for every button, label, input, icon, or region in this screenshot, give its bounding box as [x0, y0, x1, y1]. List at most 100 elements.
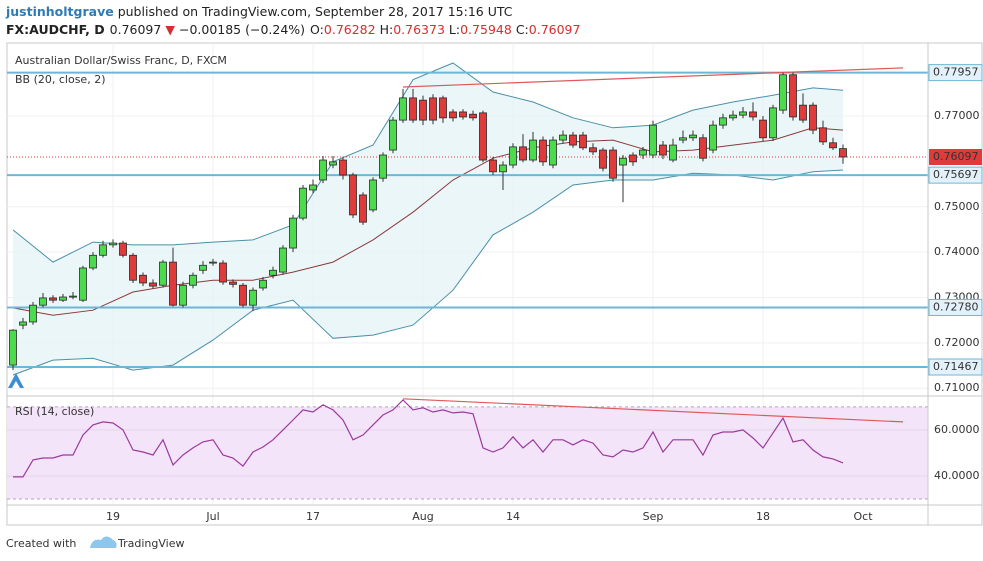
candle-body: [609, 149, 617, 179]
candle-body: [509, 146, 517, 166]
candle-body: [379, 154, 387, 179]
candle-body: [239, 284, 247, 306]
x-tick-label: Jul: [205, 510, 219, 523]
candle-body: [329, 161, 337, 166]
candle-body: [19, 321, 27, 326]
candle-body: [689, 134, 697, 139]
candle-body: [319, 159, 327, 181]
candle-body: [659, 144, 667, 156]
candle-body: [839, 148, 847, 158]
x-tick-label: 17: [306, 510, 320, 523]
y-tick-label: 0.71000: [934, 381, 980, 394]
candle-body: [89, 254, 97, 269]
author[interactable]: justinholtgrave: [5, 4, 114, 19]
candle-body: [459, 111, 467, 118]
candle-body: [69, 295, 77, 298]
candle-body: [679, 137, 687, 141]
candle-body: [569, 134, 577, 146]
candle-body: [189, 274, 197, 286]
candle-body: [549, 139, 557, 166]
y-tick-label: 0.72000: [934, 336, 980, 349]
candle-body: [489, 159, 497, 173]
trendline: [402, 67, 904, 88]
candle-body: [59, 296, 67, 301]
x-tick-label: Sep: [643, 510, 664, 523]
bb-legend: BB (20, close, 2): [15, 73, 106, 86]
candle-body: [139, 274, 147, 284]
candle-body: [29, 304, 37, 323]
h-key: H:: [380, 22, 394, 37]
candle-body: [399, 97, 407, 121]
y-tick-label: 60.0000: [934, 423, 980, 436]
level-label: 0.71467: [933, 360, 979, 373]
y-tick-label: 0.75000: [934, 200, 980, 213]
symbol: FX:AUDCHF, D: [6, 22, 105, 37]
candle-body: [439, 97, 447, 119]
quote-line: FX:AUDCHF, D 0.76097 ▼ −0.00185 (−0.24%) O:0…: [6, 22, 580, 37]
candle-body: [599, 149, 607, 169]
last: 0.76097: [110, 22, 162, 37]
candle-body: [559, 134, 567, 141]
bb-fill: [13, 63, 843, 375]
candle-body: [779, 74, 787, 111]
candle-body: [119, 242, 127, 256]
last-price-box: [929, 148, 982, 165]
level-label-box: [928, 358, 983, 376]
candle-body: [179, 284, 187, 306]
candle-body: [409, 97, 417, 121]
footer-brand[interactable]: TradingView: [117, 537, 184, 550]
candle-body: [499, 164, 507, 173]
candle-body: [249, 289, 257, 306]
candle-body: [579, 134, 587, 149]
y-tick-label: 40.0000: [934, 469, 980, 482]
candle-body: [109, 242, 117, 246]
o-value: 0.76282: [324, 22, 376, 37]
candle-body: [309, 184, 317, 191]
last-price-label: 0.76097: [933, 150, 979, 163]
level-label: 0.77957: [933, 66, 979, 79]
candle-body: [829, 142, 837, 149]
candle-body: [219, 262, 227, 283]
candle-body: [469, 113, 477, 119]
candle-body: [749, 111, 757, 118]
candle-body: [349, 174, 357, 216]
candle-body: [229, 281, 237, 285]
rsi-legend: RSI (14, close): [15, 405, 94, 418]
level-label: 0.75697: [933, 168, 979, 181]
plot-layer: 19 Jul 17 Aug 14 Sep 18 Oct0.710000.720000.7300…: [7, 43, 983, 523]
candle-body: [99, 244, 107, 256]
candle-body: [149, 282, 157, 287]
candle-body: [39, 297, 47, 306]
y-tick-label: 0.77000: [934, 109, 980, 122]
candle-body: [259, 279, 267, 289]
candle-body: [529, 139, 537, 161]
candle-body: [769, 107, 777, 139]
c-key: C:: [516, 22, 529, 37]
candle-body: [739, 111, 747, 116]
candle-body: [799, 104, 807, 121]
candle-body: [759, 119, 767, 139]
price-pane-title: Australian Dollar/Swiss Franc, D, FXCM: [15, 54, 227, 67]
x-tick-label: 14: [506, 510, 520, 523]
h-value: 0.76373: [393, 22, 445, 37]
candle-body: [299, 187, 307, 219]
candle-body: [479, 112, 487, 161]
change: −0.00185 (−0.24%): [179, 22, 305, 37]
bb-upper: [12, 62, 844, 263]
footer-created: Created with: [6, 537, 76, 550]
candle-body: [809, 104, 817, 131]
tv-logo-mark: [8, 373, 24, 388]
candle-body: [159, 261, 167, 286]
level-label-box: [928, 298, 983, 316]
candle-body: [819, 127, 827, 143]
candle-body: [359, 194, 367, 223]
candle-body: [449, 111, 457, 119]
level-label-box: [928, 166, 983, 184]
rsi-line: [13, 399, 844, 478]
candle-body: [589, 147, 597, 153]
c-value: 0.76097: [529, 22, 581, 37]
candle-body: [789, 74, 797, 118]
candle-body: [649, 124, 657, 156]
x-tick-label: Aug: [412, 510, 433, 523]
